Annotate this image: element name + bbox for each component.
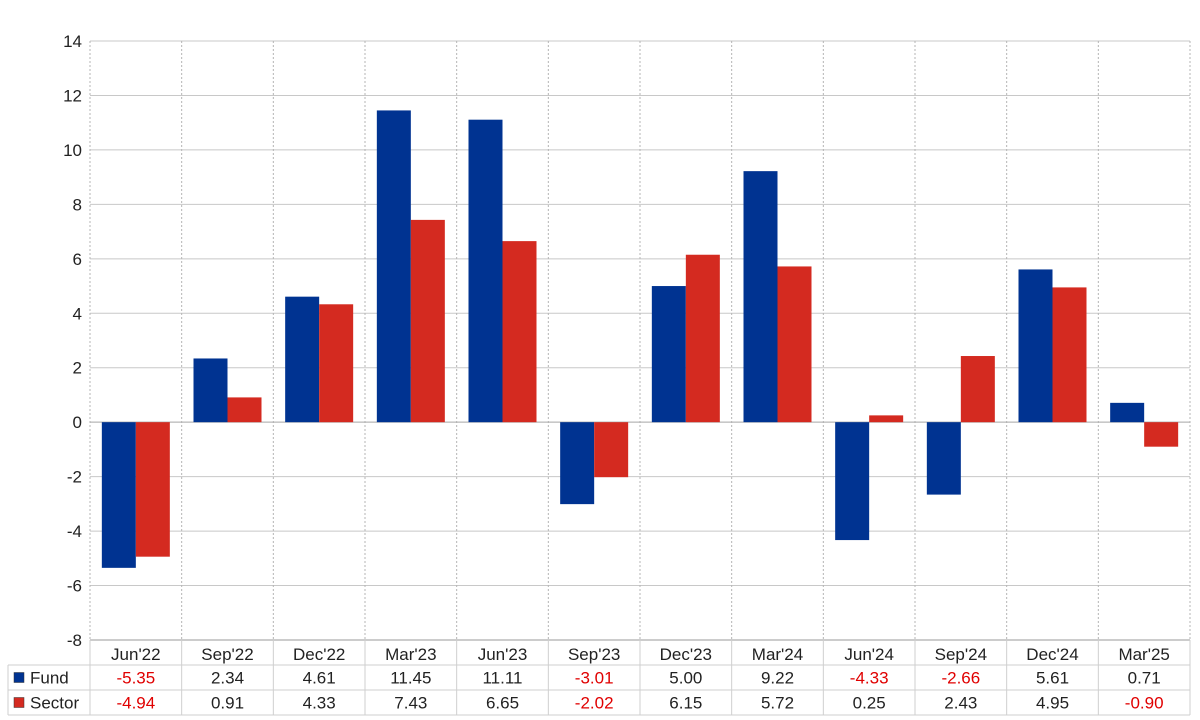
y-tick-label: 12 [63, 86, 82, 105]
bar-sector-7 [777, 266, 812, 423]
bar-fund-6 [651, 286, 686, 423]
data-label-sector: 6.15 [669, 694, 702, 713]
data-label-fund: 2.34 [211, 669, 244, 688]
bar-sector-4 [502, 241, 537, 423]
x-tick-label: Sep'23 [568, 645, 620, 664]
data-label-fund: 11.45 [390, 669, 431, 688]
y-tick-label: -4 [67, 522, 82, 541]
bar-fund-10 [1018, 269, 1053, 423]
data-label-sector: 4.95 [1036, 694, 1069, 713]
y-tick-label: 8 [73, 195, 82, 214]
y-tick-label: 10 [63, 141, 82, 160]
bar-fund-0 [101, 422, 136, 568]
x-tick-label: Jun'23 [478, 645, 528, 664]
x-tick-label: Jun'22 [111, 645, 161, 664]
bar-fund-3 [376, 110, 411, 423]
bar-sector-8 [869, 415, 904, 423]
x-tick-label: Jun'24 [844, 645, 894, 664]
data-label-sector: -0.90 [1125, 694, 1164, 713]
y-tick-label: -8 [67, 631, 82, 650]
data-label-sector: 0.91 [211, 694, 244, 713]
bar-fund-5 [560, 422, 595, 505]
y-tick-label: -2 [67, 468, 82, 487]
legend-swatch-sector [13, 697, 25, 708]
data-label-sector: 4.33 [303, 694, 336, 713]
legend-label-fund: Fund [30, 669, 69, 688]
x-tick-label: Mar'25 [1118, 645, 1169, 664]
data-label-fund: -3.01 [575, 669, 614, 688]
y-tick-label: 14 [63, 32, 82, 51]
x-tick-label: Dec'23 [660, 645, 712, 664]
bar-sector-6 [685, 254, 720, 423]
y-tick-label: 0 [73, 413, 82, 432]
data-label-fund: 11.11 [482, 669, 522, 688]
data-label-fund: 0.71 [1128, 669, 1161, 688]
x-tick-label: Mar'24 [752, 645, 803, 664]
x-tick-label: Dec'24 [1026, 645, 1078, 664]
data-label-sector: 6.65 [486, 694, 519, 713]
data-label-sector: -4.94 [116, 694, 155, 713]
bar-fund-7 [743, 171, 778, 423]
bar-sector-1 [227, 397, 262, 423]
bar-sector-2 [319, 304, 354, 423]
data-label-fund: 9.22 [761, 669, 794, 688]
y-tick-label: 6 [73, 250, 82, 269]
data-label-fund: 5.00 [669, 669, 702, 688]
data-label-sector: 7.43 [394, 694, 427, 713]
bars [101, 110, 1179, 568]
y-tick-label: 4 [73, 304, 82, 323]
bar-sector-0 [135, 422, 170, 557]
x-tick-label: Dec'22 [293, 645, 345, 664]
bar-sector-9 [960, 356, 995, 423]
bar-sector-3 [410, 219, 445, 423]
data-label-fund: 5.61 [1036, 669, 1069, 688]
x-tick-label: Mar'23 [385, 645, 436, 664]
data-label-sector: 0.25 [853, 694, 886, 713]
y-tick-label: 2 [73, 359, 82, 378]
x-tick-label: Sep'24 [935, 645, 987, 664]
x-tick-label: Sep'22 [201, 645, 253, 664]
bar-sector-5 [594, 422, 629, 478]
data-table: Fund -5.35 2.34 4.61 11.45 11.11 -3.01 5.00 9.22… [7, 640, 1191, 716]
data-label-sector: 5.72 [761, 694, 794, 713]
data-label-sector: 2.43 [944, 694, 977, 713]
bar-fund-2 [285, 296, 320, 423]
legend-label-sector: Sector [30, 694, 79, 713]
bar-sector-11 [1144, 422, 1179, 447]
bar-fund-9 [926, 422, 961, 495]
data-label-fund: -5.35 [116, 669, 155, 688]
grid-lines [89, 40, 1191, 641]
data-label-fund: -2.66 [941, 669, 980, 688]
y-axis: -8 -6 -4 -2 0 2 4 6 8 10 12 14 [63, 32, 82, 650]
bar-sector-10 [1052, 287, 1087, 423]
bar-fund-11 [1110, 402, 1145, 423]
data-label-fund: -4.33 [850, 669, 889, 688]
bar-fund-8 [835, 422, 870, 541]
data-label-fund: 4.61 [303, 669, 336, 688]
legend-swatch-fund [13, 672, 25, 683]
y-tick-label: -6 [67, 577, 82, 596]
data-label-sector: -2.02 [575, 694, 614, 713]
bar-fund-4 [468, 119, 503, 423]
bar-fund-1 [193, 358, 228, 423]
